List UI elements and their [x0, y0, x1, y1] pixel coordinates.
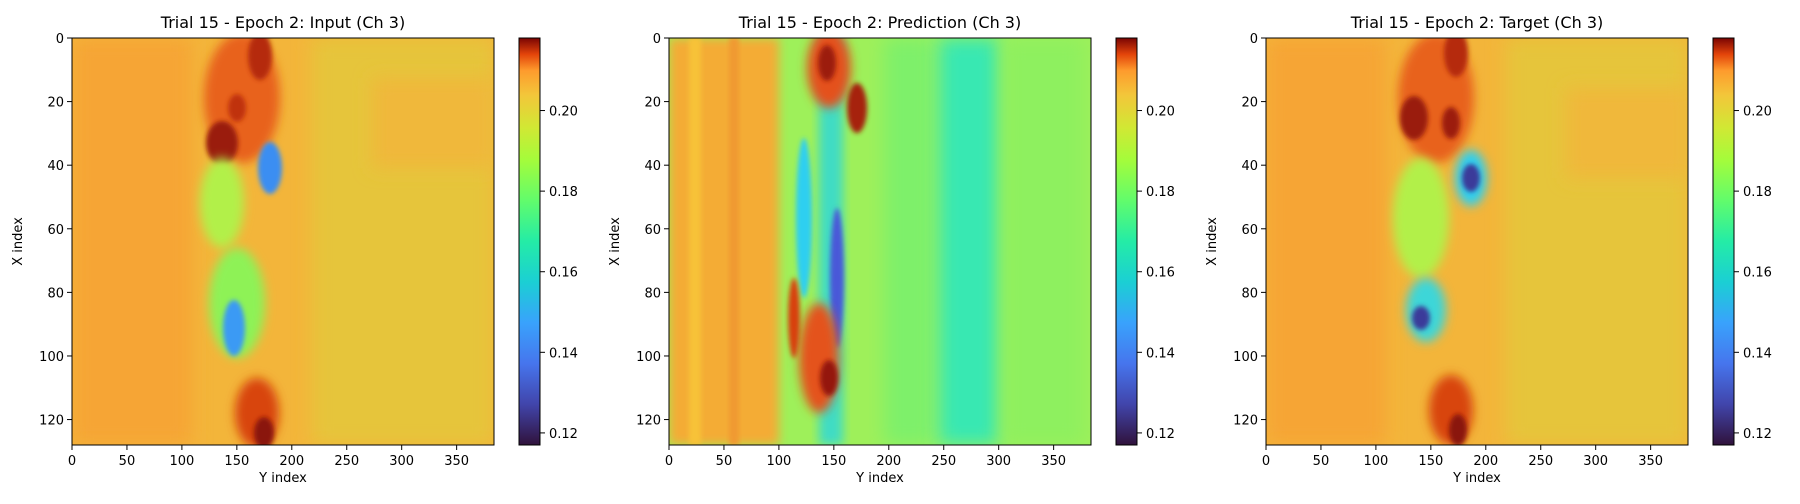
heatmap-panel-target: Trial 15 - Epoch 2: Target (Ch 3) 0 50 100 1… — [1205, 13, 1772, 486]
x-tick-label: 100 — [766, 454, 791, 469]
colorbar-tick-label: 0.12 — [1146, 427, 1175, 442]
colorbar-tick-label: 0.14 — [549, 346, 578, 361]
colorbar-gradient — [519, 38, 540, 445]
x-tick-label: 100 — [169, 454, 194, 469]
colorbar-tick-label: 0.20 — [549, 105, 578, 120]
colorbar-tick-label: 0.12 — [549, 427, 578, 442]
chart-title: Trial 15 - Epoch 2: Target (Ch 3) — [1350, 13, 1603, 32]
x-tick-label: 50 — [716, 454, 733, 469]
colorbar-frame — [518, 37, 541, 446]
x-tick-label: 250 — [931, 454, 956, 469]
y-tick-label: 20 — [1241, 96, 1258, 111]
heatmap-panel-prediction: Trial 15 - Epoch 2: Prediction (Ch 3) 0 50… — [608, 13, 1175, 486]
heatmap-panel-input: Trial 15 - Epoch 2: Input (Ch 3) 0 50 100 15… — [11, 13, 578, 486]
x-tick-label: 150 — [821, 454, 846, 469]
colorbar-frame — [1712, 37, 1735, 446]
colorbar-tick-label: 0.18 — [1743, 185, 1772, 200]
colorbar-tick-label: 0.16 — [1743, 266, 1772, 281]
colorbar-tick-label: 0.20 — [1146, 105, 1175, 120]
x-tick-label: 350 — [444, 454, 469, 469]
y-tick-label: 80 — [644, 286, 661, 301]
plot-frame — [71, 37, 495, 446]
y-tick-label: 100 — [1233, 350, 1258, 365]
x-tick-label: 50 — [1313, 454, 1330, 469]
y-tick-label: 120 — [636, 414, 661, 429]
x-tick-label: 200 — [876, 454, 901, 469]
y-tick-label: 0 — [1250, 32, 1258, 47]
x-tick-label: 200 — [279, 454, 304, 469]
colorbar-tick-label: 0.16 — [549, 266, 578, 281]
y-tick-label: 20 — [644, 96, 661, 111]
x-tick-label: 0 — [68, 454, 76, 469]
x-axis-label: Y index — [1452, 471, 1501, 486]
y-tick-label: 100 — [39, 350, 64, 365]
x-tick-label: 0 — [665, 454, 673, 469]
y-axis-label: X index — [1205, 217, 1220, 266]
chart-title: Trial 15 - Epoch 2: Prediction (Ch 3) — [738, 13, 1021, 32]
y-tick-label: 40 — [644, 159, 661, 174]
y-tick-label: 20 — [47, 96, 64, 111]
colorbar-frame — [1115, 37, 1138, 446]
colorbar-tick-label: 0.16 — [1146, 266, 1175, 281]
plot-frame — [1265, 37, 1689, 446]
y-tick-label: 0 — [56, 32, 64, 47]
x-tick-label: 300 — [1583, 454, 1608, 469]
y-tick-label: 60 — [1241, 223, 1258, 238]
colorbar-tick-label: 0.12 — [1743, 427, 1772, 442]
x-tick-label: 200 — [1473, 454, 1498, 469]
x-axis-label: Y index — [855, 471, 904, 486]
plot-frame — [668, 37, 1092, 446]
y-tick-label: 120 — [39, 414, 64, 429]
colorbar-tick-label: 0.14 — [1743, 346, 1772, 361]
y-axis-label: X index — [608, 217, 623, 266]
heatmap-image — [72, 32, 494, 449]
x-tick-label: 300 — [389, 454, 414, 469]
x-tick-label: 0 — [1262, 454, 1270, 469]
colorbar-tick-label: 0.14 — [1146, 346, 1175, 361]
colorbar-gradient — [1116, 38, 1137, 445]
y-tick-label: 100 — [636, 350, 661, 365]
y-tick-label: 0 — [653, 32, 661, 47]
heatmap-image — [1266, 29, 1688, 446]
y-tick-label: 80 — [47, 286, 64, 301]
x-tick-label: 50 — [119, 454, 136, 469]
y-axis-label: X index — [11, 217, 26, 266]
colorbar-tick-label: 0.20 — [1743, 105, 1772, 120]
chart-title: Trial 15 - Epoch 2: Input (Ch 3) — [160, 13, 405, 32]
x-tick-label: 250 — [1528, 454, 1553, 469]
y-tick-label: 120 — [1233, 414, 1258, 429]
y-tick-label: 40 — [47, 159, 64, 174]
x-tick-label: 150 — [1418, 454, 1443, 469]
heatmap-field — [669, 28, 1091, 445]
colorbar-tick-label: 0.18 — [1146, 185, 1175, 200]
y-tick-label: 40 — [1241, 159, 1258, 174]
y-tick-label: 60 — [644, 223, 661, 238]
colorbar-tick-label: 0.18 — [549, 185, 578, 200]
heatmap-field — [72, 32, 494, 449]
x-tick-label: 150 — [224, 454, 249, 469]
heatmap-field — [1266, 29, 1688, 446]
x-tick-label: 250 — [334, 454, 359, 469]
x-tick-label: 100 — [1363, 454, 1388, 469]
y-tick-label: 60 — [47, 223, 64, 238]
colorbar-gradient — [1713, 38, 1734, 445]
x-axis-label: Y index — [258, 471, 307, 486]
y-tick-label: 80 — [1241, 286, 1258, 301]
x-tick-label: 350 — [1041, 454, 1066, 469]
heatmap-image — [669, 28, 1091, 445]
x-tick-label: 300 — [986, 454, 1011, 469]
x-tick-label: 350 — [1638, 454, 1663, 469]
